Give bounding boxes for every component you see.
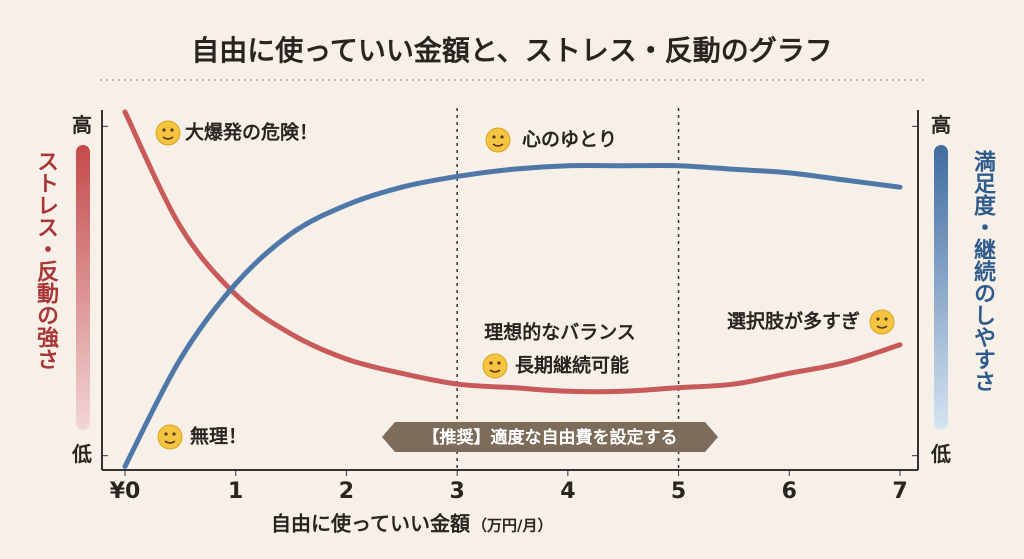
x-axis-title: 自由に使っていい金額: [271, 512, 470, 536]
x-tick-label: 3: [449, 479, 464, 504]
emoji-eye: [492, 135, 496, 139]
x-tick-label: 4: [560, 479, 575, 504]
emoji-eye: [164, 432, 168, 436]
emoji-mouth: [164, 440, 176, 444]
annotation: 心のゆとり: [522, 129, 617, 151]
emoji-eye: [162, 128, 166, 132]
chart-title: 自由に使っていい金額と、ストレス・反動のグラフ: [191, 34, 832, 67]
y-scale-bar: [76, 145, 90, 430]
emoji-eye: [876, 317, 880, 321]
emoji-mouth: [489, 369, 501, 373]
banner-text: 【推奨】適度な自由費を設定する: [423, 427, 678, 448]
x-tick-label: ¥0: [110, 479, 141, 504]
emoji-icon: [155, 120, 181, 146]
y-tick-label: 高: [72, 113, 92, 137]
banner-shape: [382, 422, 718, 452]
emoji-icon: [869, 309, 895, 335]
x-tick-label: 1: [228, 479, 243, 504]
x-tick-label: 6: [782, 479, 797, 504]
y2-scale-bar: [934, 145, 948, 430]
annotation: 選択肢が多すぎ: [727, 310, 860, 333]
x-tick-label: 5: [671, 479, 686, 504]
emoji-eye: [170, 128, 174, 132]
x-tick-label: 7: [892, 479, 907, 504]
emoji-eye: [497, 361, 501, 365]
emoji-eye: [172, 432, 176, 436]
y-tick-label: 低: [71, 442, 92, 466]
y2-axis-title: 満足度・継続のしやすさ: [970, 149, 996, 392]
series-line: [122, 109, 903, 395]
emoji-mouth: [162, 136, 174, 140]
emoji-icon: [157, 424, 183, 450]
annotation: 長期継続可能: [515, 354, 629, 377]
emoji-icon: [485, 127, 511, 153]
annotation: 理想的なバランス: [484, 321, 636, 344]
emoji-eye: [884, 317, 888, 321]
emoji-mouth: [876, 325, 888, 329]
y-axis-title: ストレス・反動の強さ: [33, 150, 59, 370]
emoji-eye: [489, 361, 493, 365]
x-axis-unit: （万円/月）: [472, 517, 552, 535]
emoji-mouth: [492, 143, 504, 147]
x-tick-label: 2: [339, 479, 354, 504]
y2-tick-label: 高: [931, 113, 951, 137]
y2-tick-label: 低: [930, 442, 951, 466]
series-line: [122, 162, 903, 469]
emoji-eye: [500, 135, 504, 139]
annotation: 無理！: [190, 425, 247, 448]
annotation: 大爆発の危険！: [185, 121, 318, 144]
emoji-icon: [482, 353, 508, 379]
